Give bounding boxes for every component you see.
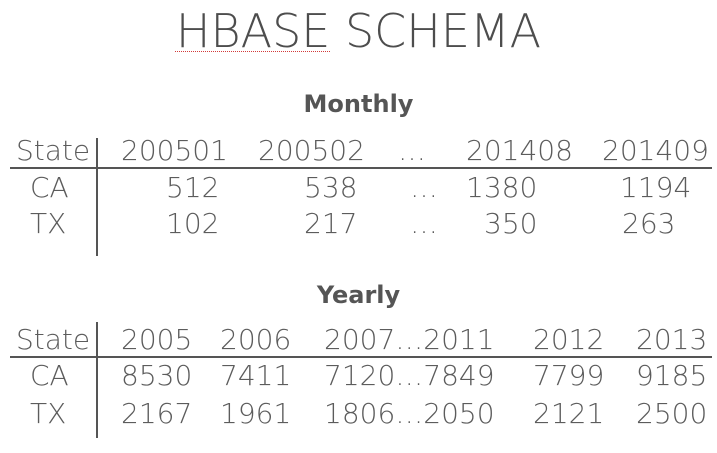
- yearly-header-col2: 2006: [220, 325, 291, 355]
- monthly-row-value: 350: [484, 209, 537, 239]
- yearly-header-range: 2007…2011: [324, 325, 495, 355]
- monthly-header-state: State: [16, 136, 90, 166]
- yearly-row-value: 1961: [220, 399, 291, 429]
- monthly-row-state: CA: [30, 173, 69, 203]
- yearly-row-value: 8530: [121, 361, 192, 391]
- title-suffix: SCHEMA: [330, 4, 541, 58]
- yearly-row-state: CA: [30, 361, 69, 391]
- yearly-column-divider: [96, 322, 98, 438]
- yearly-row-value: 7799: [533, 361, 604, 391]
- yearly-header-col4: 2012: [533, 325, 604, 355]
- yearly-row-value: 2121: [533, 399, 604, 429]
- monthly-row-value: 1194: [620, 173, 691, 203]
- monthly-row-value: 1380: [466, 173, 537, 203]
- monthly-column-divider: [96, 138, 98, 256]
- yearly-header-col1: 2005: [121, 325, 192, 355]
- yearly-row-state: TX: [30, 399, 66, 429]
- monthly-header-col2: 200502: [258, 136, 365, 166]
- yearly-row-value: 2500: [636, 399, 707, 429]
- monthly-header-col4: 201408: [466, 136, 573, 166]
- yearly-header-col5: 2013: [636, 325, 707, 355]
- yearly-heading: Yearly: [0, 281, 717, 309]
- yearly-row-range: 7120…7849: [324, 361, 495, 391]
- monthly-row-ellipsis: …: [410, 173, 438, 203]
- monthly-row-value: 512: [166, 173, 219, 203]
- monthly-header-col5: 201409: [602, 136, 709, 166]
- monthly-header-rule: [10, 167, 712, 169]
- yearly-header-state: State: [16, 325, 90, 355]
- monthly-row-value: 217: [304, 209, 357, 239]
- yearly-row-value: 2167: [121, 399, 192, 429]
- yearly-header-rule: [10, 356, 712, 358]
- yearly-row-range: 1806…2050: [324, 399, 495, 429]
- monthly-row-value: 263: [622, 209, 675, 239]
- monthly-header-ellipsis: …: [398, 136, 426, 166]
- monthly-row-value: 102: [166, 209, 219, 239]
- monthly-heading: Monthly: [0, 90, 717, 118]
- monthly-row-state: TX: [30, 209, 66, 239]
- monthly-row-ellipsis: …: [410, 209, 438, 239]
- monthly-row-value: 538: [304, 173, 357, 203]
- yearly-row-value: 9185: [636, 361, 707, 391]
- yearly-row-value: 7411: [220, 361, 291, 391]
- slide-title: HBASE SCHEMA: [0, 4, 717, 58]
- monthly-header-col1: 200501: [121, 136, 228, 166]
- title-prefix: HBASE: [176, 4, 330, 58]
